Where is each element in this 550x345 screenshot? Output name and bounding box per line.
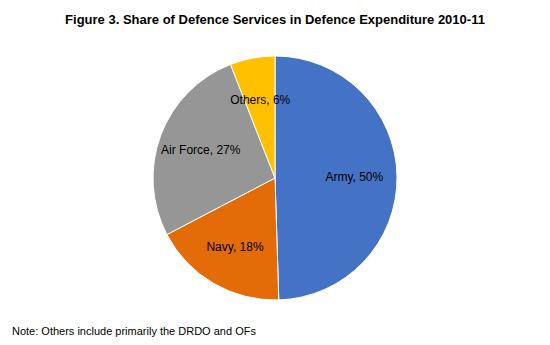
chart-title: Figure 3. Share of Defence Services in D…: [65, 12, 485, 27]
slice-label: Navy, 18%: [206, 240, 263, 254]
pie-group: [153, 56, 397, 300]
label-group: Army, 50% Navy, 18% Air Force, 27% Others, …: [161, 93, 383, 253]
annotation: Note: Others include primarily the DRDO …: [12, 325, 256, 337]
chart-svg: Figure 3. Share of Defence Services in D…: [0, 0, 550, 345]
slice-label: Air Force, 27%: [161, 143, 241, 157]
pie-slice: [275, 56, 397, 300]
slice-label: Army, 50%: [325, 170, 383, 184]
slice-label: Others, 6%: [230, 93, 290, 107]
pie-slice: [231, 56, 275, 178]
